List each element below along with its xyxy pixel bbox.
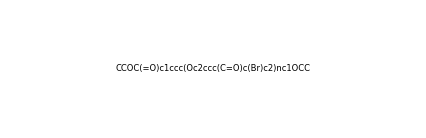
Text: CCOC(=O)c1ccc(Oc2ccc(C=O)c(Br)c2)nc1OCC: CCOC(=O)c1ccc(Oc2ccc(C=O)c(Br)c2)nc1OCC	[115, 64, 311, 74]
